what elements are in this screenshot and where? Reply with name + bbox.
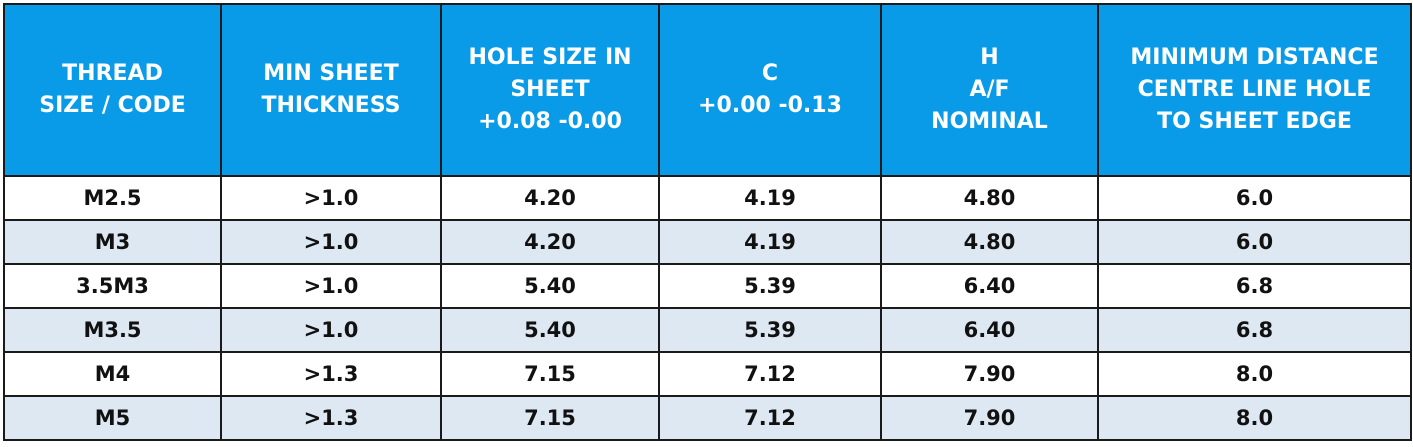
table-cell: 6.0	[1097, 175, 1412, 221]
table-cell: 7.15	[440, 351, 660, 397]
table-cell: 6.8	[1097, 263, 1412, 309]
table-row: M3 >1.0 4.20 4.19 4.80 6.0	[3, 219, 1412, 265]
table-cell: 5.39	[658, 263, 882, 309]
table-row: M5 >1.3 7.15 7.12 7.90 8.0	[3, 395, 1412, 441]
header-cell: C +0.00 -0.13	[658, 3, 882, 177]
table-cell: 4.20	[440, 175, 660, 221]
table-cell: 4.19	[658, 175, 882, 221]
table-cell: 3.5M3	[3, 263, 222, 309]
table-cell: 4.80	[880, 175, 1099, 221]
table-cell: >1.0	[220, 175, 442, 221]
header-cell: MIN SHEET THICKNESS	[220, 3, 442, 177]
table-cell: 4.19	[658, 219, 882, 265]
header-cell: MINIMUM DISTANCE CENTRE LINE HOLE TO SHE…	[1097, 3, 1412, 177]
table-cell: >1.3	[220, 351, 442, 397]
table-cell: >1.3	[220, 395, 442, 441]
table-cell: 7.15	[440, 395, 660, 441]
table-row: M2.5 >1.0 4.20 4.19 4.80 6.0	[3, 175, 1412, 221]
table-cell: 6.40	[880, 263, 1099, 309]
table-cell: 5.39	[658, 307, 882, 353]
table-cell: M5	[3, 395, 222, 441]
table-cell: 5.40	[440, 263, 660, 309]
table-cell: 5.40	[440, 307, 660, 353]
table-cell: >1.0	[220, 219, 442, 265]
table-body: M2.5 >1.0 4.20 4.19 4.80 6.0 M3 >1.0 4.20 4.19 4.8…	[3, 175, 1412, 441]
table-cell: M3	[3, 219, 222, 265]
table-cell: >1.0	[220, 307, 442, 353]
table-cell: 4.20	[440, 219, 660, 265]
table-row: M3.5 >1.0 5.40 5.39 6.40 6.8	[3, 307, 1412, 353]
table-cell: M2.5	[3, 175, 222, 221]
table-cell: 4.80	[880, 219, 1099, 265]
table-cell: M3.5	[3, 307, 222, 353]
table-cell: 8.0	[1097, 351, 1412, 397]
table-cell: 7.12	[658, 351, 882, 397]
table-cell: >1.0	[220, 263, 442, 309]
table-row: 3.5M3 >1.0 5.40 5.39 6.40 6.8	[3, 263, 1412, 309]
table-cell: 7.90	[880, 351, 1099, 397]
table-cell: 7.90	[880, 395, 1099, 441]
table-cell: 6.8	[1097, 307, 1412, 353]
table-cell: M4	[3, 351, 222, 397]
header-cell: THREAD SIZE / CODE	[3, 3, 222, 177]
table-row: M4 >1.3 7.15 7.12 7.90 8.0	[3, 351, 1412, 397]
table-cell: 6.0	[1097, 219, 1412, 265]
header-cell: HOLE SIZE IN SHEET +0.08 -0.00	[440, 3, 660, 177]
spec-table: THREAD SIZE / CODE MIN SHEET THICKNESS HOL…	[3, 3, 1412, 441]
table-cell: 7.12	[658, 395, 882, 441]
header-row: THREAD SIZE / CODE MIN SHEET THICKNESS HOL…	[3, 3, 1412, 177]
table-cell: 6.40	[880, 307, 1099, 353]
header-cell: H A/F NOMINAL	[880, 3, 1099, 177]
table-cell: 8.0	[1097, 395, 1412, 441]
